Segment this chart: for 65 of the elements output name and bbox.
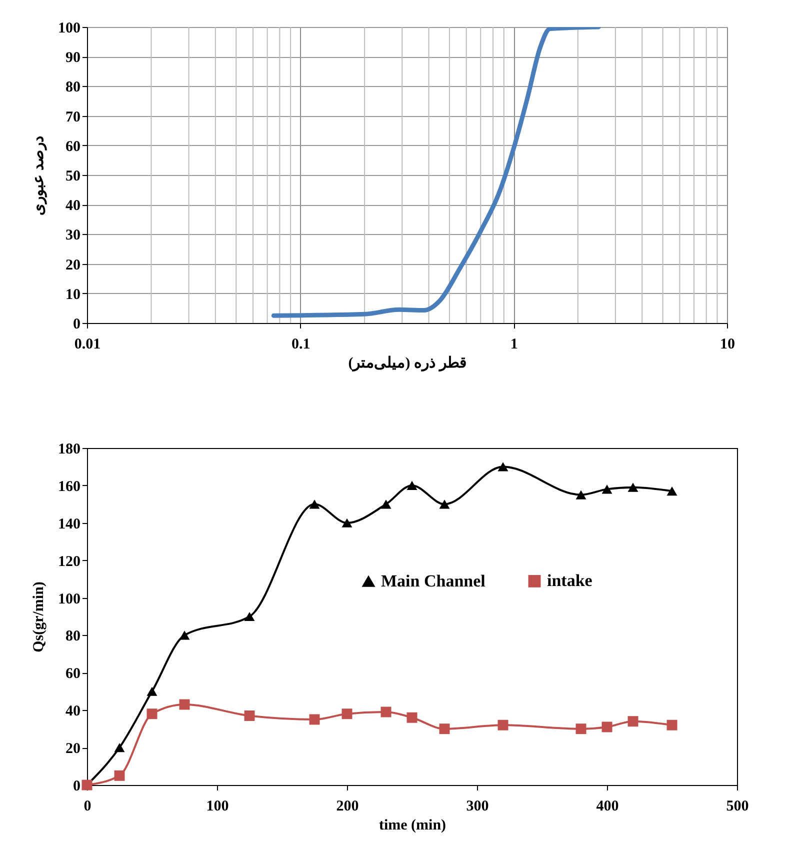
point: [576, 724, 586, 734]
point: [244, 710, 255, 721]
x-axis-title: قطر ذره (میلی‌متر): [348, 356, 467, 372]
point: [602, 484, 612, 494]
legend-label: intake: [547, 571, 593, 590]
point: [146, 708, 158, 720]
y-tick-label: 80: [66, 628, 80, 645]
point: [628, 482, 638, 492]
x-tick-label: 0.01: [74, 336, 101, 352]
y-tick-label: 50: [66, 168, 80, 184]
y-axis-title: Qs(gr/min): [31, 582, 47, 652]
point: [628, 716, 638, 727]
y-tick-label: 100: [58, 591, 80, 608]
point: [179, 630, 190, 640]
point: [342, 518, 352, 528]
point: [309, 500, 320, 509]
y-tick-label: 70: [66, 109, 80, 126]
point: [380, 706, 392, 718]
y-tick-label: 40: [66, 198, 80, 214]
y-tick-label: 20: [66, 741, 80, 758]
x-tick-label: 10: [720, 336, 735, 352]
y-tick-label: 140: [58, 516, 80, 532]
x-tick-label: 400: [596, 798, 619, 814]
point: [439, 724, 450, 734]
point: [666, 720, 678, 730]
y-tick-label: 0: [73, 316, 80, 332]
y-tick-label: 160: [58, 478, 80, 495]
y-tick-label: 60: [66, 666, 80, 682]
point: [309, 714, 320, 725]
point: [244, 612, 255, 622]
x-tick-label: 100: [206, 798, 229, 814]
x-tick-label: 500: [726, 798, 749, 814]
legend-label: Main Channel: [381, 571, 486, 590]
point: [342, 708, 352, 720]
y-tick-label: 180: [58, 442, 80, 458]
point: [576, 490, 586, 500]
point: [179, 699, 190, 710]
y-tick-label: 100: [58, 20, 80, 36]
point: [406, 712, 418, 723]
x-tick-label: 300: [466, 798, 489, 814]
point: [380, 500, 392, 509]
x-tick-label: 0: [84, 798, 92, 814]
y-tick-label: 120: [58, 554, 80, 570]
point: [406, 480, 418, 490]
point: [498, 720, 508, 730]
point: [114, 770, 125, 781]
x-tick-label: 200: [336, 798, 359, 814]
point: [602, 722, 612, 732]
y-tick-label: 80: [66, 80, 80, 96]
y-tick-label: 40: [66, 704, 80, 720]
y-tick-label: 0: [73, 778, 80, 794]
y-tick-label: 10: [66, 286, 80, 303]
y-axis-title: درصد عبوری: [31, 136, 47, 216]
y-tick-label: 20: [66, 257, 80, 274]
point: [114, 743, 125, 752]
x-tick-label: 0.1: [291, 336, 310, 352]
point: [666, 486, 678, 496]
point: [146, 686, 158, 696]
x-tick-label: 1: [510, 336, 518, 352]
point: [498, 462, 508, 472]
point: [439, 500, 450, 509]
y-tick-label: 30: [66, 228, 80, 244]
y-tick-label: 90: [66, 50, 80, 66]
y-tick-label: 60: [66, 138, 80, 155]
x-axis-title: time (min): [378, 818, 446, 834]
